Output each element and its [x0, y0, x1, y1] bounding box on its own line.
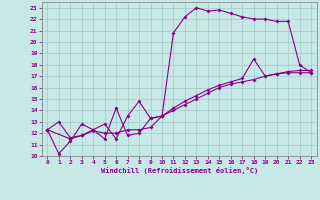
X-axis label: Windchill (Refroidissement éolien,°C): Windchill (Refroidissement éolien,°C) — [100, 167, 258, 174]
